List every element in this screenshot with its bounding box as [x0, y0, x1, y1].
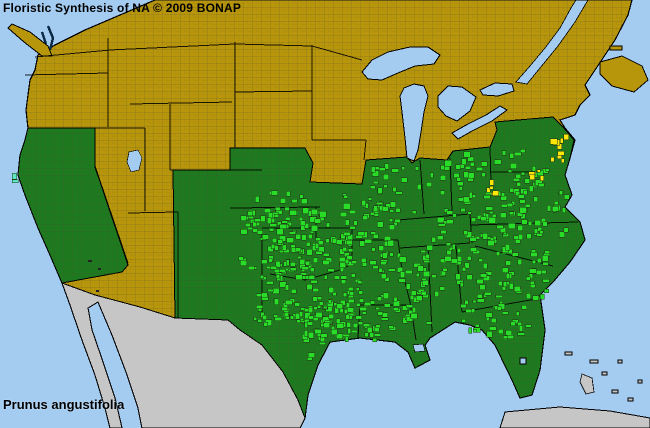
cuba-region — [499, 406, 650, 428]
county-presence-layer — [11, 133, 570, 361]
species-label: Prunus angustifolia — [3, 397, 125, 412]
lake-superior — [361, 46, 441, 81]
nova-scotia — [599, 55, 649, 93]
great-lakes — [40, 0, 589, 365]
islands — [7, 23, 650, 428]
map-title: Floristic Synthesis of NA © 2009 BONAP — [3, 1, 242, 15]
puget-sound-inlets — [40, 25, 55, 51]
lake-okeechobee — [519, 357, 527, 365]
lake-pontchartrain — [412, 343, 426, 353]
st-lawrence-river — [515, 0, 589, 85]
lake-erie — [451, 105, 508, 140]
california-region-texture — [18, 128, 128, 283]
lake-huron — [437, 85, 477, 122]
lake-michigan — [399, 83, 429, 162]
great-salt-lake — [126, 149, 143, 173]
lake-ontario — [479, 82, 515, 97]
bahamas-islands — [564, 351, 643, 402]
channel-islands — [88, 260, 101, 292]
andros-island — [579, 373, 595, 395]
prince-edward-island — [609, 45, 623, 51]
